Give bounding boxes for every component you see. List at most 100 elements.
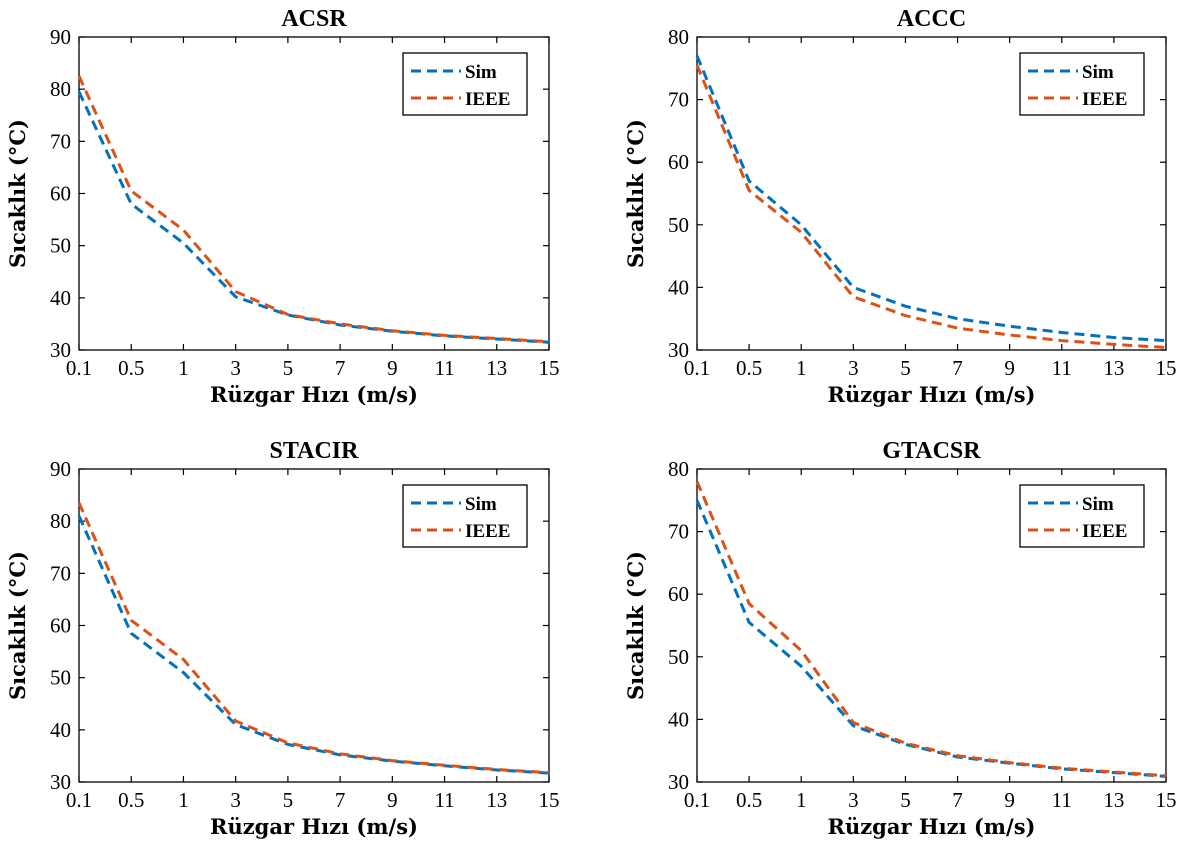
y-axis-label: Sıcaklık (°C) [623,551,648,700]
x-tick-label: 5 [283,788,294,812]
y-tick-label: 40 [50,286,71,310]
legend-label-ieee: IEEE [465,89,510,110]
x-axis-label: Rüzgar Hızı (m/s) [210,814,418,839]
x-tick-label: 13 [1103,356,1124,380]
x-tick-label: 0.5 [118,356,144,380]
x-tick-label: 11 [1052,356,1072,380]
legend-box [402,52,528,116]
y-tick-label: 30 [668,338,689,362]
y-tick-label: 40 [668,275,689,299]
legend-label-sim: Sim [1082,494,1114,515]
legend-box [1019,52,1145,116]
series-line-sim [695,55,1167,343]
x-tick-label: 0.1 [684,788,710,812]
series-line-ieee [77,75,550,344]
x-tick-label: 15 [539,788,560,812]
x-tick-label: 13 [486,788,507,812]
y-tick-label: 70 [668,88,689,112]
series-line-sim [77,91,550,344]
series-line-sim [77,515,550,775]
plot-area [696,36,1167,351]
y-tick-label: 30 [50,770,71,794]
y-tick-label: 90 [50,457,71,481]
chart-title: STACIR [270,438,360,464]
x-tick-label: 3 [230,788,241,812]
y-tick-label: 40 [668,707,689,731]
x-axis-label: Rüzgar Hızı (m/s) [828,382,1036,407]
x-tick-label: 11 [434,788,454,812]
x-tick-label: 7 [335,356,346,380]
x-tick-label: 9 [1004,356,1015,380]
x-tick-label: 0.1 [66,788,92,812]
legend-label-ieee: IEEE [1082,521,1127,542]
chart-title: ACCC [897,6,966,32]
x-tick-label: 3 [230,356,241,380]
y-tick-label: 60 [50,614,71,638]
x-tick-label: 5 [900,788,911,812]
chart-title: ACSR [281,6,347,32]
y-tick-label: 50 [50,234,71,258]
y-axis-label: Sıcaklık (°C) [5,119,30,268]
y-tick-label: 90 [50,25,71,49]
x-tick-label: 0.1 [66,356,92,380]
x-tick-label: 7 [335,788,346,812]
legend: Sim IEEE [1019,484,1145,548]
legend-label-ieee: IEEE [465,521,510,542]
y-tick-label: 70 [50,561,71,585]
x-tick-label: 5 [283,356,294,380]
y-tick-label: 50 [50,666,71,690]
y-tick-label: 60 [668,582,689,606]
x-tick-label: 9 [387,788,398,812]
x-tick-label: 9 [387,356,398,380]
chart-title: GTACSR [882,438,981,464]
x-tick-label: 11 [434,356,454,380]
legend: Sim IEEE [402,484,528,548]
x-tick-label: 0.5 [736,788,762,812]
x-tick-label: 13 [486,356,507,380]
x-tick-label: 1 [178,356,189,380]
y-tick-label: 70 [50,129,71,153]
x-tick-label: 9 [1004,788,1015,812]
series-line-ieee [695,64,1167,349]
x-tick-label: 5 [900,356,911,380]
x-tick-label: 0.5 [736,356,762,380]
legend-box [402,484,528,548]
legend-box [1019,484,1145,548]
y-tick-label: 40 [50,718,71,742]
x-axis-label: Rüzgar Hızı (m/s) [828,814,1036,839]
x-tick-label: 7 [952,788,963,812]
y-tick-label: 60 [668,150,689,174]
y-tick-label: 70 [668,520,689,544]
y-tick-label: 80 [668,457,689,481]
y-tick-label: 50 [668,213,689,237]
legend-label-sim: Sim [465,62,497,83]
y-tick-label: 80 [668,25,689,49]
x-tick-label: 0.1 [684,356,710,380]
x-tick-label: 1 [796,356,807,380]
legend-label-sim: Sim [1082,62,1114,83]
legend-label-ieee: IEEE [1082,89,1127,110]
x-tick-label: 7 [952,356,963,380]
y-axis-label: Sıcaklık (°C) [5,551,30,700]
x-tick-label: 15 [539,356,560,380]
series-line-ieee [695,480,1167,778]
x-tick-label: 15 [1156,356,1177,380]
legend: Sim IEEE [402,52,528,116]
y-tick-label: 50 [668,645,689,669]
series-line-ieee [77,502,550,775]
x-tick-label: 1 [178,788,189,812]
y-tick-label: 60 [50,182,71,206]
y-tick-label: 80 [50,77,71,101]
legend-label-sim: Sim [465,494,497,515]
plot-area [696,468,1167,783]
x-tick-label: 1 [796,788,807,812]
x-tick-label: 11 [1052,788,1072,812]
y-tick-label: 30 [668,770,689,794]
x-tick-label: 3 [848,788,859,812]
x-tick-label: 15 [1156,788,1177,812]
